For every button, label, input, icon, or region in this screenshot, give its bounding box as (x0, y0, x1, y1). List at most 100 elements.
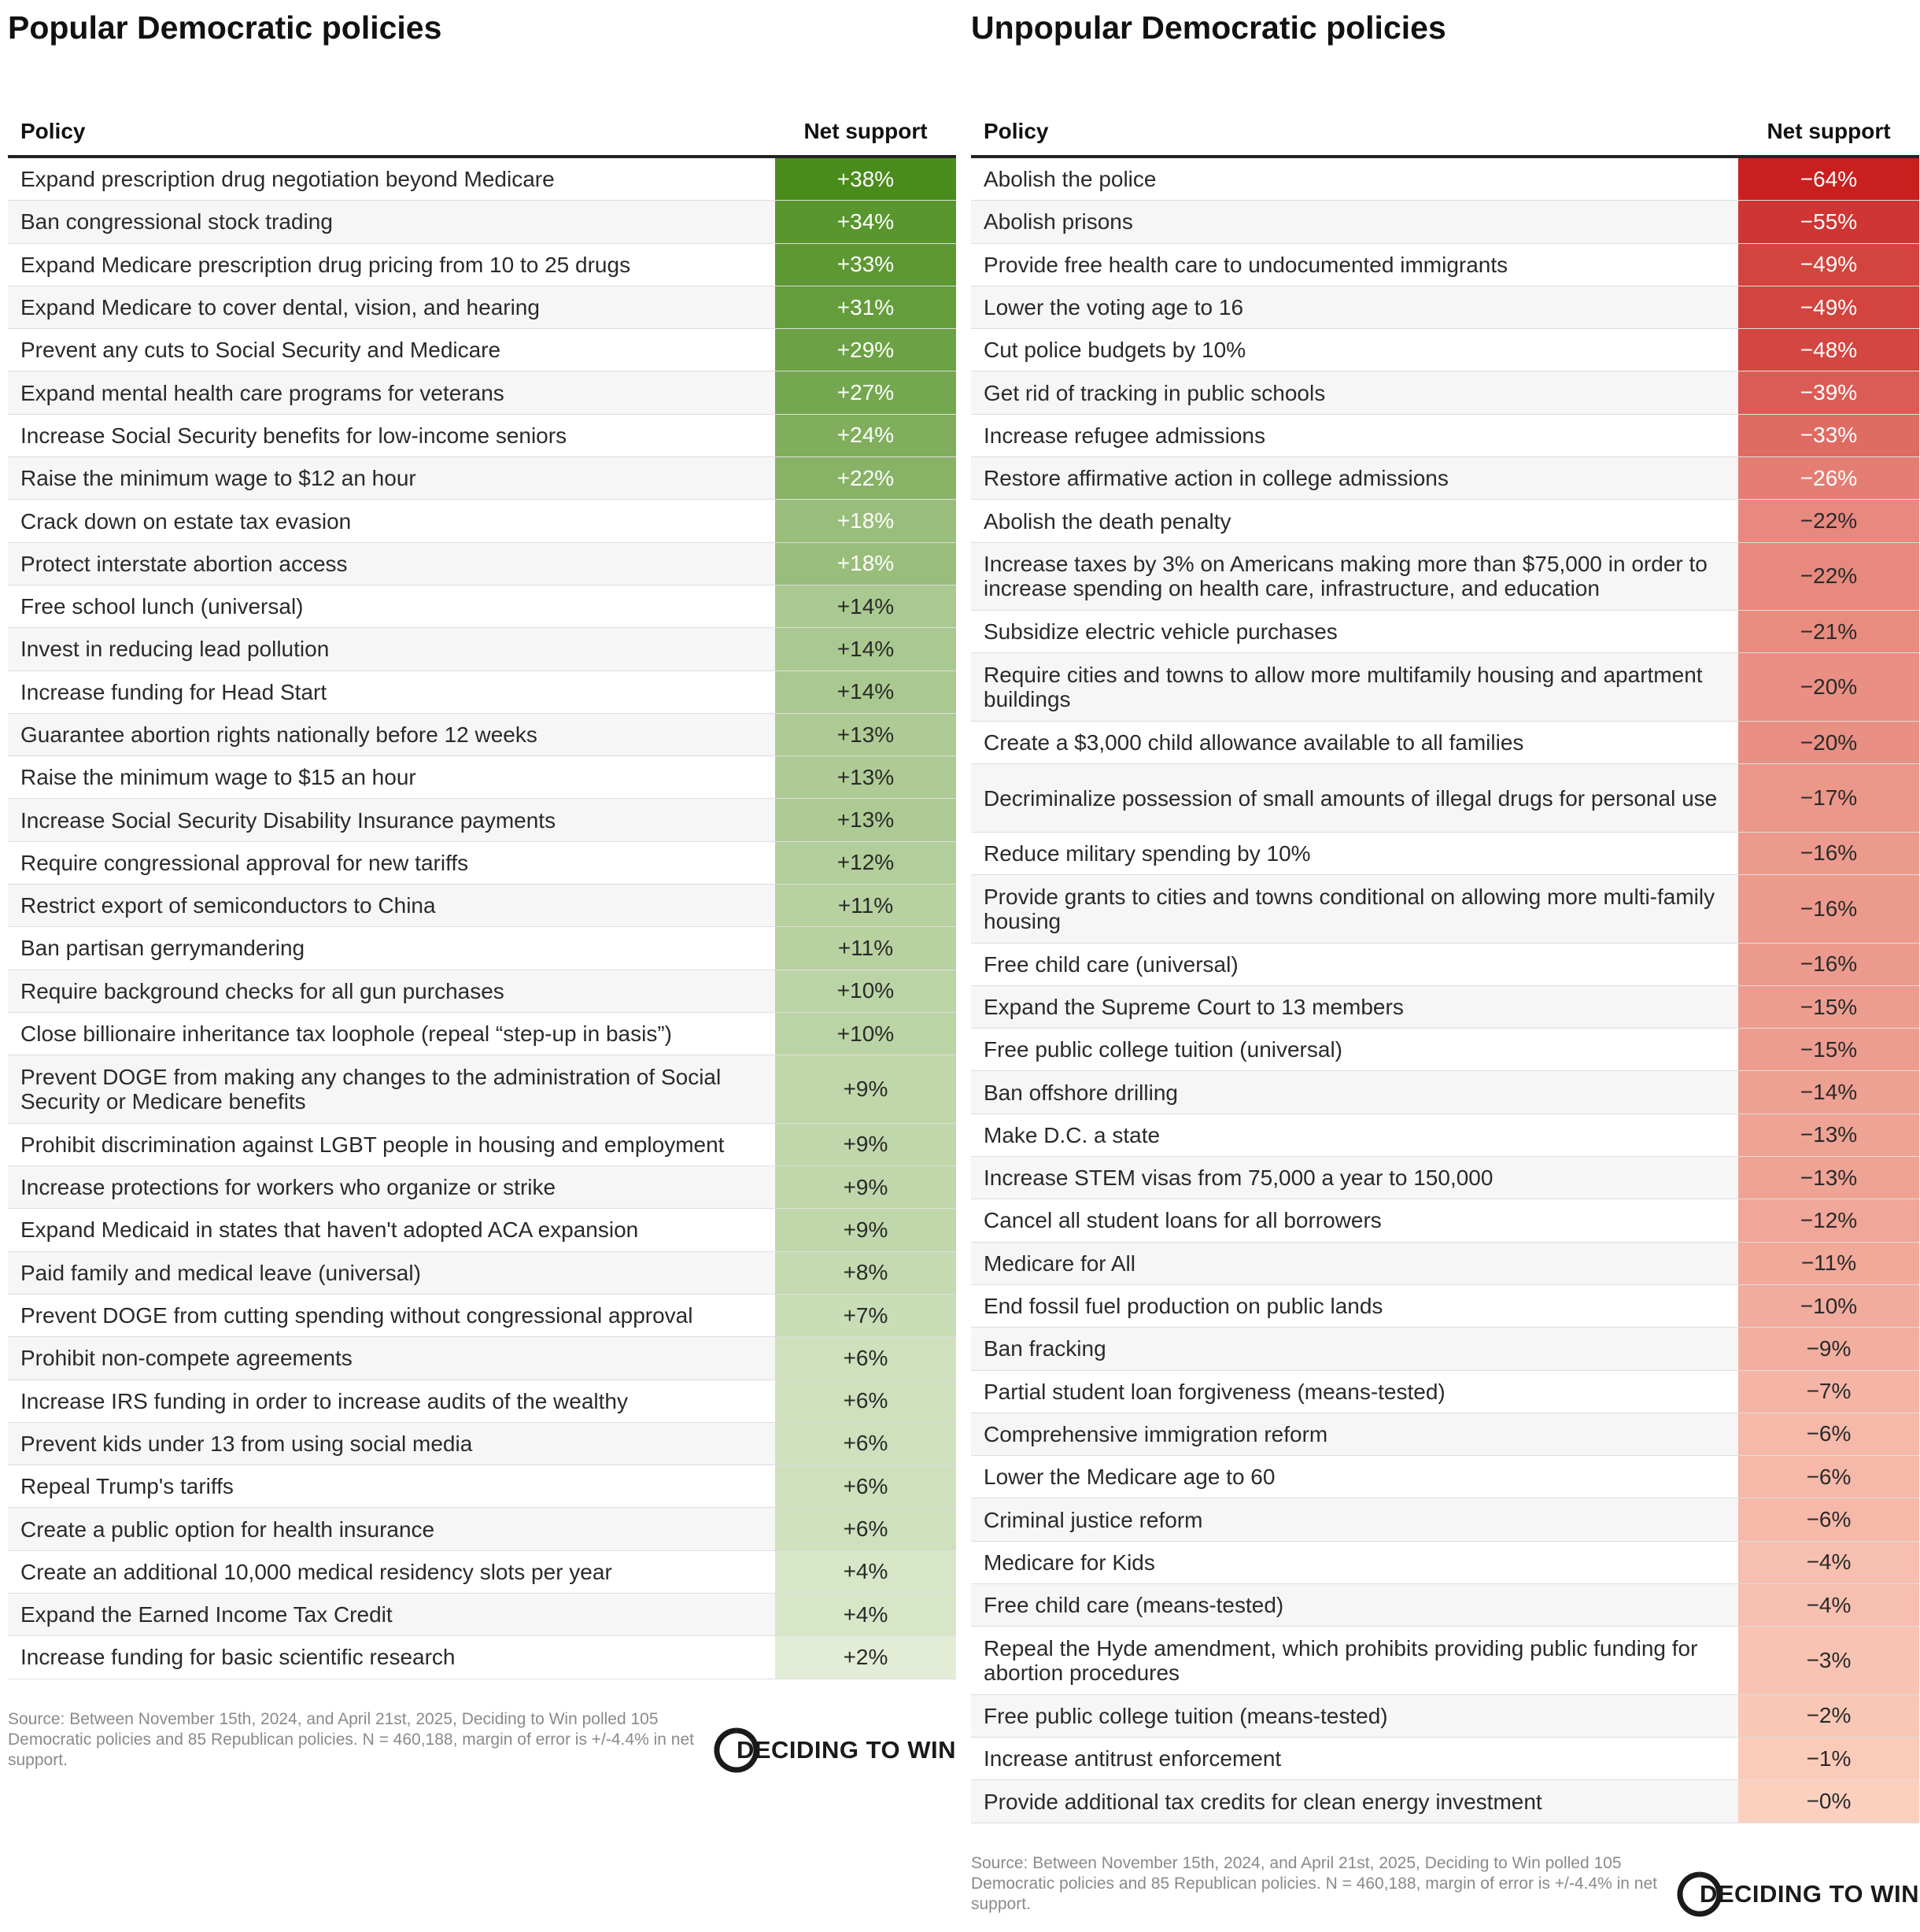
net-support-cell: −55% (1738, 201, 1919, 243)
net-support-cell: −15% (1738, 985, 1919, 1029)
net-support-cell: +13% (775, 756, 956, 799)
policy-cell: Require background checks for all gun pu… (8, 970, 775, 1012)
table-header: Policy Net support (8, 85, 956, 158)
net-support-cell: +6% (775, 1465, 956, 1508)
policy-cell: Require cities and towns to allow more m… (971, 653, 1738, 721)
table-row: Free public college tuition (universal) −… (971, 1029, 1919, 1072)
logo-text: DECIDING TO WIN (736, 1735, 956, 1764)
table-row: Repeal the Hyde amendment, which prohibi… (971, 1627, 1919, 1695)
policy-cell: Protect interstate abortion access (8, 542, 775, 585)
footer: Source: Between November 15th, 2024, and… (8, 1709, 956, 1788)
table-row: Provide grants to cities and towns condi… (971, 875, 1919, 944)
policy-cell: Create a $3,000 child allowance availabl… (971, 721, 1738, 764)
net-support-cell: −12% (1738, 1199, 1919, 1242)
table-row: Free public college tuition (means-teste… (971, 1694, 1919, 1738)
net-support-cell: +38% (775, 158, 956, 201)
net-support-cell: +9% (775, 1166, 956, 1209)
net-support-cell: +33% (775, 243, 956, 286)
policy-cell: Get rid of tracking in public schools (971, 371, 1738, 414)
policy-cell: Cancel all student loans for all borrowe… (971, 1199, 1738, 1242)
table-row: Ban partisan gerrymandering +11% (8, 927, 956, 970)
net-support-cell: +6% (775, 1508, 956, 1550)
policy-cell: Prohibit non-compete agreements (8, 1337, 775, 1380)
policy-cell: Provide free health care to undocumented… (971, 243, 1738, 286)
net-support-cell: +8% (775, 1251, 956, 1294)
policy-cell: Increase Social Security benefits for lo… (8, 414, 775, 457)
policy-cell: Create a public option for health insura… (8, 1508, 775, 1550)
table-row: Increase STEM visas from 75,000 a year t… (971, 1157, 1919, 1200)
table-row: Make D.C. a state −13% (971, 1114, 1919, 1158)
net-support-cell: +4% (775, 1550, 956, 1593)
policy-cell: Guarantee abortion rights nationally bef… (8, 713, 775, 756)
net-support-cell: −10% (1738, 1284, 1919, 1328)
net-support-cell: +22% (775, 457, 956, 500)
policy-cell: Expand Medicaid in states that haven't a… (8, 1209, 775, 1251)
table-row: Cut police budgets by 10% −48% (971, 329, 1919, 372)
policy-cell: Free school lunch (universal) (8, 585, 775, 628)
column-header-net-support: Net support (803, 119, 928, 143)
net-support-cell: −6% (1738, 1456, 1919, 1498)
net-support-cell: −33% (1738, 414, 1919, 457)
unpopular-policies-panel: Unpopular Democratic policies Policy Net… (971, 0, 1919, 1932)
policy-cell: Increase Social Security Disability Insu… (8, 799, 775, 841)
net-support-cell: +14% (775, 670, 956, 713)
table-row: Create a $3,000 child allowance availabl… (971, 721, 1919, 765)
table-row: Require cities and towns to allow more m… (971, 653, 1919, 722)
net-support-cell: +6% (775, 1337, 956, 1380)
policy-cell: Expand the Supreme Court to 13 members (971, 985, 1738, 1029)
table-row: Increase protections for workers who org… (8, 1166, 956, 1210)
table-row: Expand Medicaid in states that haven't a… (8, 1209, 956, 1252)
net-support-cell: +13% (775, 713, 956, 756)
table-row: Increase antitrust enforcement −1% (971, 1738, 1919, 1781)
table-row: Abolish the death penalty −22% (971, 500, 1919, 543)
net-support-cell: +6% (775, 1422, 956, 1465)
table-row: Expand prescription drug negotiation bey… (8, 158, 956, 201)
net-support-cell: +9% (775, 1055, 956, 1123)
policy-cell: Expand mental health care programs for v… (8, 371, 775, 414)
net-support-cell: −4% (1738, 1541, 1919, 1584)
table-row: Expand the Earned Income Tax Credit +4% (8, 1594, 956, 1637)
net-support-cell: +14% (775, 585, 956, 628)
net-support-cell: −39% (1738, 371, 1919, 414)
net-support-cell: +11% (775, 927, 956, 970)
table-row: Provide free health care to undocumented… (971, 243, 1919, 286)
net-support-cell: −3% (1738, 1627, 1919, 1694)
policy-cell: Ban partisan gerrymandering (8, 927, 775, 970)
policy-cell: End fossil fuel production on public lan… (971, 1284, 1738, 1328)
policy-cell: Provide grants to cities and towns condi… (971, 875, 1738, 943)
source-note: Source: Between November 15th, 2024, and… (8, 1709, 694, 1769)
table-row: Medicare for All −11% (971, 1242, 1919, 1285)
policy-cell: Increase STEM visas from 75,000 a year t… (971, 1157, 1738, 1199)
table-row: Increase funding for basic scientific re… (8, 1636, 956, 1679)
net-support-cell: +2% (775, 1636, 956, 1679)
table-row: Ban fracking −9% (971, 1328, 1919, 1371)
table-row: Comprehensive immigration reform −6% (971, 1413, 1919, 1457)
panel-title: Unpopular Democratic policies (971, 9, 1446, 46)
net-support-cell: −17% (1738, 764, 1919, 832)
table-row: Expand Medicare prescription drug pricin… (8, 243, 956, 286)
table-row: Free school lunch (universal) +14% (8, 585, 956, 629)
net-support-cell: −16% (1738, 943, 1919, 985)
policy-cell: Expand Medicare prescription drug pricin… (8, 243, 775, 286)
table-row: Ban offshore drilling −14% (971, 1071, 1919, 1114)
policy-cell: Crack down on estate tax evasion (8, 500, 775, 542)
table-row: Protect interstate abortion access +18% (8, 542, 956, 586)
net-support-cell: −7% (1738, 1370, 1919, 1413)
table-row: Lower the voting age to 16 −49% (971, 286, 1919, 330)
table-row: Expand the Supreme Court to 13 members −1… (971, 985, 1919, 1029)
table-row: Ban congressional stock trading +34% (8, 201, 956, 244)
policy-cell: Provide additional tax credits for clean… (971, 1780, 1738, 1823)
policy-cell: Abolish the death penalty (971, 500, 1738, 542)
policy-cell: Require congressional approval for new t… (8, 841, 775, 885)
policy-cell: Increase IRS funding in order to increas… (8, 1380, 775, 1422)
policy-cell: Free public college tuition (universal) (971, 1029, 1738, 1071)
policy-cell: Medicare for All (971, 1242, 1738, 1284)
policy-cell: Cut police budgets by 10% (971, 329, 1738, 371)
net-support-cell: −1% (1738, 1738, 1919, 1780)
net-support-cell: −2% (1738, 1694, 1919, 1738)
table-row: Increase Social Security benefits for lo… (8, 414, 956, 458)
policy-cell: Create an additional 10,000 medical resi… (8, 1550, 775, 1593)
policy-cell: Subsidize electric vehicle purchases (971, 611, 1738, 653)
table-row: Paid family and medical leave (universal… (8, 1251, 956, 1295)
net-support-cell: +10% (775, 1012, 956, 1055)
